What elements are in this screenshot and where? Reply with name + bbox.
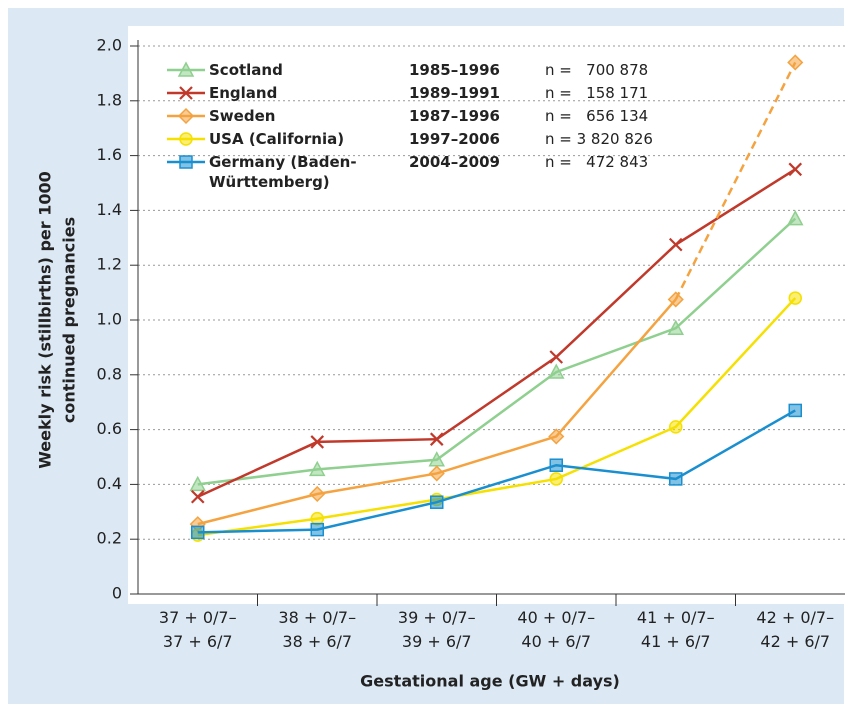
marker [310, 511, 324, 526]
marker [549, 350, 564, 364]
marker [179, 155, 193, 169]
marker [669, 472, 683, 486]
legend-label: USA (California) [209, 130, 345, 148]
marker [308, 460, 326, 477]
y-tick-label: 1.8 [97, 90, 122, 109]
marker [667, 291, 684, 308]
marker [190, 489, 205, 504]
marker [310, 522, 324, 537]
legend-n: n = 158 171 [545, 84, 649, 102]
marker [179, 132, 193, 146]
legend-item: Germany (Baden-Württemberg) 2004–2009 n = … [165, 152, 653, 196]
legend-period: 1997–2006 [409, 130, 500, 148]
legend-n: n = 472 843 [545, 153, 649, 171]
marker [191, 525, 205, 540]
legend-item: England 1989–1991 n = 158 171 [165, 83, 653, 106]
y-tick-label: 0.8 [97, 364, 122, 383]
marker [667, 319, 685, 335]
legend-label: Sweden [209, 107, 276, 125]
legend-period: 1985–1996 [409, 61, 500, 79]
marker [429, 432, 444, 446]
marker [177, 107, 195, 125]
legend-symbol [167, 86, 205, 100]
series-line [197, 217, 797, 486]
series-line [197, 409, 796, 534]
legend-n: n = 3 820 826 [545, 130, 653, 148]
legend-n: n = 700 878 [545, 61, 649, 79]
marker [549, 472, 563, 486]
legend-symbol [167, 107, 205, 125]
x-tick-label-box: 37 + 0/7– 37 + 6/7 [158, 608, 237, 651]
marker [786, 210, 804, 226]
marker [788, 162, 803, 177]
y-tick-label: 0.6 [97, 419, 122, 438]
marker [548, 428, 565, 445]
legend-symbol [167, 155, 205, 169]
x-tick-label-box: 40 + 0/7– 40 + 6/7 [517, 608, 596, 651]
x-tick-label: 42 + 0/7– 42 + 6/7 [756, 608, 835, 651]
marker [189, 475, 207, 492]
y-tick-label: 1.6 [97, 145, 122, 164]
plot-area [128, 26, 844, 604]
y-axis-label: Weekly risk (stillbirths) per 1000 [36, 171, 55, 469]
legend-item: Scotland 1985–1996 n = 700 878 [165, 60, 653, 83]
marker [309, 485, 326, 503]
legend-label: Germany (Baden-Württemberg) [209, 153, 357, 191]
legend-item: Sweden 1987–1996 n = 656 134 [165, 106, 653, 129]
x-tick-label-box: 39 + 0/7– 39 + 6/7 [397, 608, 476, 651]
legend-label: England [209, 84, 278, 102]
legend-period: 1987–1996 [409, 107, 500, 125]
legend: Scotland 1985–1996 n = 700 878 England 1989–… [165, 60, 653, 196]
x-axis-label: Gestational age (GW + days) [360, 672, 620, 691]
y-tick-label: 1.0 [97, 310, 122, 329]
y-axis-label: continued pregnancies [60, 217, 79, 423]
legend-symbol [167, 132, 205, 146]
series-line [197, 297, 797, 537]
x-tick-label-box: 42 + 0/7– 42 + 6/7 [756, 608, 835, 651]
y-tick-label: 0 [112, 584, 122, 603]
x-tick-label: 41 + 0/7– 41 + 6/7 [636, 608, 715, 651]
marker [549, 458, 563, 472]
series-line [197, 168, 796, 498]
marker [669, 420, 683, 434]
y-tick-label: 1.4 [97, 200, 122, 219]
marker [788, 291, 802, 305]
x-tick-label: 40 + 0/7– 40 + 6/7 [517, 608, 596, 651]
x-tick-label-box: 38 + 0/7– 38 + 6/7 [278, 608, 357, 651]
legend-period: 1989–1991 [409, 84, 500, 102]
x-tick-label: 38 + 0/7– 38 + 6/7 [278, 608, 357, 651]
y-tick-label: 2.0 [97, 36, 122, 55]
marker [177, 61, 195, 77]
marker [179, 86, 193, 100]
legend-period: 2004–2009 [409, 153, 500, 171]
marker [668, 237, 683, 252]
x-tick-label: 39 + 0/7– 39 + 6/7 [397, 608, 476, 651]
y-tick-label: 0.4 [97, 474, 122, 493]
marker [788, 403, 802, 418]
marker [310, 435, 325, 449]
x-tick-label-box: 41 + 0/7– 41 + 6/7 [636, 608, 715, 651]
y-tick-label: 0.2 [97, 529, 122, 548]
series-line-dashed [674, 61, 797, 301]
legend-item: USA (California) 1997–2006 n = 3 820 826 [165, 129, 653, 152]
legend-symbol [167, 61, 205, 77]
legend-label: Scotland [209, 61, 283, 79]
legend-n: n = 656 134 [545, 107, 649, 125]
x-tick-label: 37 + 0/7– 37 + 6/7 [158, 608, 237, 651]
marker [430, 495, 444, 509]
marker [547, 363, 565, 379]
y-tick-label: 1.2 [97, 255, 122, 274]
marker [428, 465, 445, 482]
marker [787, 54, 804, 71]
